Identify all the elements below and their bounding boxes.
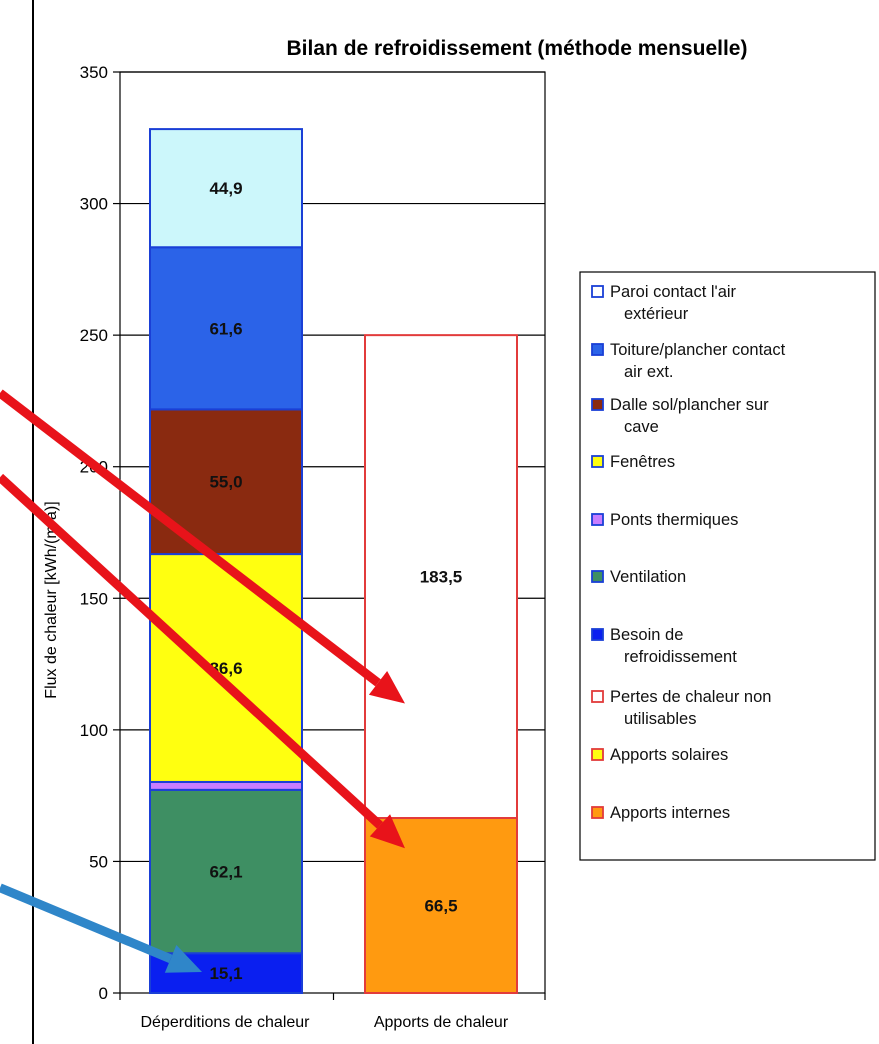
bar-segment-deperditions-de-chaleur-toiture-plancher-contact-air-ext	[149, 246, 303, 411]
legend-swatch	[591, 398, 604, 411]
y-tick-label-250: 250	[80, 326, 108, 345]
data-label-deperditions-de-chaleur-dalle-sol-plancher-sur-cave: 55,0	[209, 473, 242, 492]
legend-label: Paroi contact l'air extérieur	[610, 283, 737, 323]
annotation-arrow-blue-2-shaft	[0, 883, 173, 964]
y-tick-label-300: 300	[80, 195, 108, 214]
y-tick-label-150: 150	[80, 589, 108, 608]
legend-item-paroi-contact-l-air-exterieur: Paroi contact l'air extérieur	[591, 283, 737, 323]
legend-swatch	[591, 343, 604, 356]
legend-label: Fenêtres	[610, 453, 675, 471]
legend-label: Ventilation	[610, 568, 686, 586]
plot-area: 050100150200250300350Déperditions de cha…	[80, 63, 546, 1031]
annotation-arrow-red-1-head	[369, 814, 405, 849]
data-label-deperditions-de-chaleur-paroi-contact-l-air-exterieur: 44,9	[209, 179, 242, 198]
y-tick-label-350: 350	[80, 63, 108, 82]
legend-item-pertes-de-chaleur-non-utilisables: Pertes de chaleur non utilisables	[591, 688, 771, 728]
legend-box	[579, 271, 876, 861]
data-label-deperditions-de-chaleur-besoin-de-refroidissement: 15,1	[209, 964, 242, 983]
legend-item-apports-internes: Apports internes	[591, 804, 730, 822]
legend: Paroi contact l'air extérieur Toiture/plan…	[579, 271, 876, 861]
annotation-arrow-red-1-shaft	[0, 473, 383, 829]
legend-swatch	[591, 570, 604, 583]
legend-label: Toiture/plancher contact air ext.	[610, 341, 786, 381]
annotation-arrow-red-0-shaft	[0, 389, 381, 687]
legend-swatch	[591, 690, 604, 703]
x-tick-label-apports-de-chaleur: Apports de chaleur	[374, 1014, 509, 1031]
data-label-deperditions-de-chaleur-ventilation: 62,1	[209, 863, 242, 882]
bar-segment-deperditions-de-chaleur-ventilation	[149, 788, 303, 955]
legend-label: Dalle sol/plancher sur cave	[610, 396, 769, 436]
legend-label: Apports internes	[610, 804, 730, 822]
legend-swatch	[591, 628, 604, 641]
legend-swatch	[591, 806, 604, 819]
legend-label: Besoin de refroidissement	[610, 626, 737, 666]
y-tick-label-0: 0	[99, 984, 108, 1003]
legend-label: Apports solaires	[610, 746, 728, 764]
annotation-arrow-red-0-head	[368, 670, 405, 704]
chart-title: Bilan de refroidissement (méthode mensue…	[287, 37, 748, 60]
data-label-apports-de-chaleur-pertes-de-chaleur-non-utilisables: 183,5	[420, 568, 463, 587]
legend-swatch	[591, 455, 604, 468]
legend-label: Ponts thermiques	[610, 511, 738, 529]
legend-item-ponts-thermiques: Ponts thermiques	[591, 511, 738, 529]
legend-item-besoin-de-refroidissement: Besoin de refroidissement	[591, 626, 737, 666]
annotation-arrows	[0, 389, 405, 973]
y-tick-label-50: 50	[89, 852, 108, 871]
legend-item-ventilation: Ventilation	[591, 568, 686, 586]
y-axis-label: Flux de chaleur [kWh/(m²a)]	[43, 501, 60, 698]
legend-swatch	[591, 285, 604, 298]
data-label-deperditions-de-chaleur-toiture-plancher-contact-air-ext: 61,6	[209, 319, 242, 338]
legend-item-fenetres: Fenêtres	[591, 453, 675, 471]
legend-item-dalle-sol-plancher-sur-cave: Dalle sol/plancher sur cave	[591, 396, 769, 436]
data-label-apports-de-chaleur-apports-internes: 66,5	[424, 897, 457, 916]
legend-item-apports-solaires: Apports solaires	[591, 746, 728, 764]
bar-segment-deperditions-de-chaleur-besoin-de-refroidissement	[149, 952, 303, 995]
x-tick-label-deperditions-de-chaleur: Déperditions de chaleur	[141, 1014, 311, 1031]
legend-label: Pertes de chaleur non utilisables	[610, 688, 771, 728]
annotation-arrow-blue-2-head	[164, 945, 202, 973]
legend-item-toiture-plancher-contact-air-ext: Toiture/plancher contact air ext.	[591, 341, 786, 381]
legend-swatch	[591, 748, 604, 761]
bar-segment-apports-de-chaleur-pertes-de-chaleur-non-utilisables	[364, 334, 518, 820]
y-tick-label-100: 100	[80, 721, 108, 740]
legend-swatch	[591, 513, 604, 526]
bar-segment-deperditions-de-chaleur-paroi-contact-l-air-exterieur	[149, 128, 303, 249]
bar-segment-apports-de-chaleur-apports-internes	[364, 817, 518, 995]
